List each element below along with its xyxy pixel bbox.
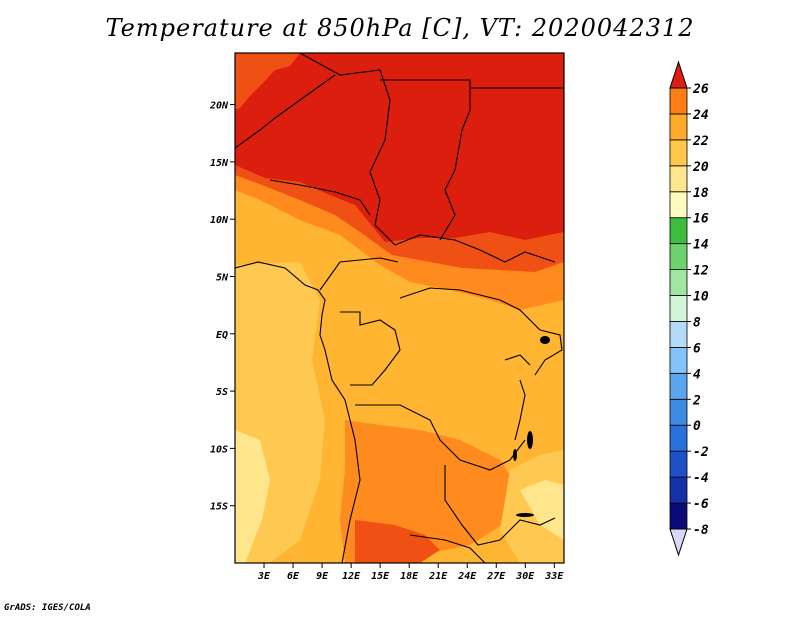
lon-tick-label: 9E: [316, 571, 329, 582]
colorbar-swatch: [669, 139, 688, 167]
colorbar-label: 26: [692, 82, 709, 97]
chart-title: Temperature at 850hPa [C], VT: 202004231…: [105, 14, 695, 42]
colorbar-label: 8: [693, 315, 701, 330]
colorbar-swatch: [669, 243, 688, 270]
band-16-west: [235, 430, 270, 563]
colorbar-label: 14: [693, 238, 709, 253]
lat-tick-label: 5N: [216, 272, 229, 283]
lat-tick-label: 5S: [216, 387, 228, 398]
lon-tick-label: 6E: [287, 571, 300, 582]
colorbar-swatch: [669, 87, 688, 115]
colorbar-label: 4: [693, 367, 701, 382]
band-16-se: [520, 480, 564, 540]
colorbar-swatch: [669, 372, 688, 400]
lon-tick-label: 27E: [486, 571, 506, 582]
colorbar-label: -6: [693, 497, 709, 512]
colorbar-label: 6: [693, 341, 701, 356]
colorbar-label: 16: [693, 212, 709, 227]
lon-tick-label: 33E: [544, 571, 564, 582]
colorbar-label: 2: [692, 393, 701, 408]
colorbar-swatch: [669, 165, 688, 193]
colorbar-label: 24: [692, 108, 709, 123]
colorbar-swatch: [669, 450, 688, 478]
lon-tick-label: 21E: [428, 571, 448, 582]
latitude-axis: 20N 15N 10N 5N EQ 5S 10S 15S: [209, 101, 235, 513]
lon-tick-label: 15E: [371, 571, 390, 582]
colorbar-label: -2: [693, 445, 709, 460]
colorbar-swatch: [669, 269, 688, 296]
lon-tick-label: 24E: [457, 571, 477, 582]
lat-tick-label: 10S: [210, 444, 228, 455]
lat-tick-label: 15S: [210, 502, 228, 513]
band-24-nw: [235, 53, 300, 110]
grads-credit: GrADS: IGES/COLA: [4, 603, 91, 613]
band-24-south: [355, 520, 440, 563]
colorbar-swatch: [669, 347, 688, 374]
colorbar-swatch: [669, 191, 688, 219]
longitude-axis: 3E 6E 9E 12E 15E 18E 21E 24E 27E 30E 33E: [257, 563, 564, 582]
colorbar-swatch: [669, 295, 688, 322]
colorbar-label: -4: [693, 471, 709, 486]
lon-tick-label: 18E: [400, 571, 419, 582]
lat-tick-label: 20N: [209, 101, 229, 112]
colorbar-label: 18: [693, 186, 709, 201]
lat-tick-label: 10N: [210, 215, 229, 226]
colorbar-label: 10: [693, 290, 709, 305]
lon-tick-label: 3E: [257, 571, 271, 582]
colorbar-swatch: [669, 113, 688, 141]
lakes: [513, 336, 550, 517]
colorbar-swatch: [669, 476, 688, 504]
colorbar-swatch: [669, 502, 688, 530]
lon-tick-label: 30E: [515, 571, 535, 582]
colorbar-label: 12: [693, 264, 709, 279]
colorbar-swatch: [669, 528, 688, 557]
band-26: [235, 53, 564, 242]
colorbar-swatch: [669, 398, 688, 426]
temperature-field: [235, 53, 564, 563]
lat-tick-label: 15N: [210, 158, 229, 169]
colorbar-label: 20: [692, 160, 709, 175]
colorbar-label: 0: [693, 419, 701, 434]
lat-tick-label: EQ: [216, 330, 228, 341]
map-frame: [234, 52, 565, 564]
colorbar-swatch: [669, 424, 688, 452]
country-borders: [235, 53, 564, 563]
lon-tick-label: 12E: [342, 571, 361, 582]
colorbar-label: -8: [693, 523, 709, 538]
colorbar-swatch: [669, 217, 688, 245]
colorbar-swatch: [669, 60, 688, 89]
colorbar-swatch: [669, 321, 688, 348]
colorbar-label: 22: [692, 134, 709, 149]
